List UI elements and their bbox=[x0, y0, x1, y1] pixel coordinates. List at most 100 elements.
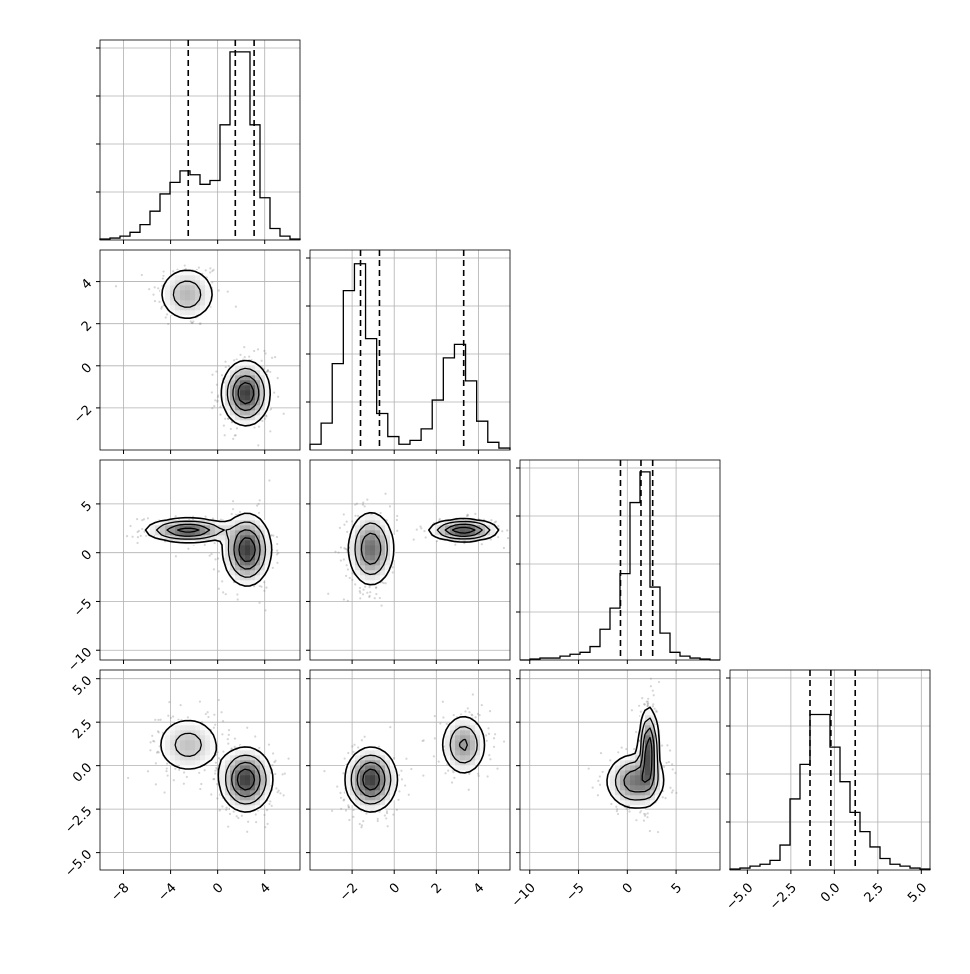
contour-level-0 bbox=[161, 269, 271, 427]
density-cell bbox=[390, 775, 396, 781]
density-cell bbox=[390, 545, 396, 551]
density-cell bbox=[225, 550, 231, 556]
density-cell bbox=[475, 755, 481, 761]
y-tick-label-1-1: 0 bbox=[79, 360, 95, 376]
scatter-point bbox=[227, 733, 230, 736]
density-cell bbox=[225, 400, 231, 406]
scatter-point bbox=[153, 299, 157, 303]
density-cell bbox=[250, 550, 256, 556]
density-cell bbox=[230, 775, 236, 781]
density-cell bbox=[435, 530, 441, 536]
y-tick-label-1-0: −2 bbox=[71, 403, 95, 427]
density-cell bbox=[430, 530, 436, 536]
scatter-point bbox=[287, 757, 290, 760]
scatter-point bbox=[339, 546, 343, 549]
scatter-point bbox=[368, 594, 371, 597]
density-cell bbox=[625, 760, 631, 766]
density-cell bbox=[635, 765, 641, 771]
scatter-point bbox=[200, 782, 203, 786]
density-cell bbox=[175, 280, 181, 286]
scatter-point bbox=[468, 711, 471, 714]
density-cell bbox=[165, 740, 171, 746]
scatter-point bbox=[646, 704, 649, 707]
scatter-point bbox=[253, 349, 256, 353]
scatter-point bbox=[422, 774, 425, 777]
density-cell bbox=[195, 275, 201, 281]
density-cell bbox=[240, 405, 246, 411]
density-cell bbox=[185, 730, 191, 736]
density-cell bbox=[220, 760, 226, 766]
scatter-point bbox=[363, 505, 366, 508]
scatter-point bbox=[348, 818, 351, 822]
density-cell bbox=[255, 565, 261, 571]
scatter-point bbox=[223, 434, 226, 437]
scatter-point bbox=[161, 277, 164, 280]
density-cell bbox=[175, 275, 181, 281]
scatter-point bbox=[374, 586, 378, 589]
density-cell bbox=[165, 525, 171, 531]
density-cell bbox=[365, 575, 371, 581]
density-cell bbox=[355, 555, 361, 561]
density-cell bbox=[155, 530, 161, 536]
density-cell bbox=[165, 530, 171, 536]
density-cell bbox=[360, 575, 366, 581]
density-cell bbox=[250, 755, 256, 761]
scatter-point bbox=[352, 808, 355, 812]
scatter-point bbox=[211, 269, 214, 273]
density-cell bbox=[220, 775, 226, 781]
density-cell bbox=[180, 275, 186, 281]
scatter-point bbox=[275, 787, 278, 790]
density-cell bbox=[370, 755, 376, 761]
scatter-point bbox=[474, 716, 477, 719]
density-cell bbox=[170, 730, 176, 736]
density-cell bbox=[255, 555, 261, 561]
scatter-point bbox=[153, 286, 156, 289]
density-cell bbox=[235, 410, 241, 416]
density-cell bbox=[255, 415, 261, 421]
density-cell bbox=[185, 750, 191, 756]
density-cell bbox=[380, 760, 386, 766]
density-cell bbox=[215, 520, 221, 526]
density-cell bbox=[180, 735, 186, 741]
density-cell bbox=[235, 530, 241, 536]
density-cell bbox=[185, 745, 191, 751]
scatter-point bbox=[215, 370, 218, 373]
density-cell bbox=[245, 405, 251, 411]
scatter-point bbox=[439, 722, 442, 725]
scatter-point bbox=[391, 571, 394, 574]
density-cell bbox=[365, 565, 371, 571]
scatter-point bbox=[166, 774, 169, 777]
scatter-point bbox=[198, 322, 201, 325]
scatter-point bbox=[358, 589, 361, 593]
scatter-point bbox=[210, 793, 213, 796]
density-cell bbox=[185, 760, 191, 766]
scatter-point bbox=[270, 804, 273, 808]
scatter-point bbox=[253, 426, 256, 429]
x-tick-label-2-1: −5 bbox=[563, 880, 587, 904]
scatter-point bbox=[643, 812, 646, 815]
scatter-point bbox=[339, 796, 343, 799]
density-cell bbox=[470, 525, 476, 531]
density-cell bbox=[475, 735, 481, 741]
scatter-point bbox=[397, 798, 400, 801]
scatter-point bbox=[204, 515, 207, 518]
scatter-point bbox=[266, 370, 269, 373]
scatter-point bbox=[359, 591, 362, 594]
density-cell bbox=[240, 755, 246, 761]
x-tick-label-3-0: −5.0 bbox=[724, 880, 757, 913]
density-cell bbox=[245, 560, 251, 566]
scatter-point bbox=[616, 808, 619, 811]
scatter-point bbox=[246, 726, 249, 729]
density-cell bbox=[220, 770, 226, 776]
density-cell bbox=[185, 725, 191, 731]
density-cell bbox=[260, 570, 266, 576]
density-cell bbox=[465, 740, 471, 746]
scatter-point bbox=[216, 395, 219, 399]
scatter-point bbox=[233, 745, 236, 748]
scatter-point bbox=[663, 765, 666, 768]
scatter-point bbox=[664, 797, 667, 800]
density-cell bbox=[195, 755, 201, 761]
scatter-point bbox=[276, 791, 279, 794]
density-cell bbox=[470, 530, 476, 536]
scatter-point bbox=[276, 561, 279, 564]
